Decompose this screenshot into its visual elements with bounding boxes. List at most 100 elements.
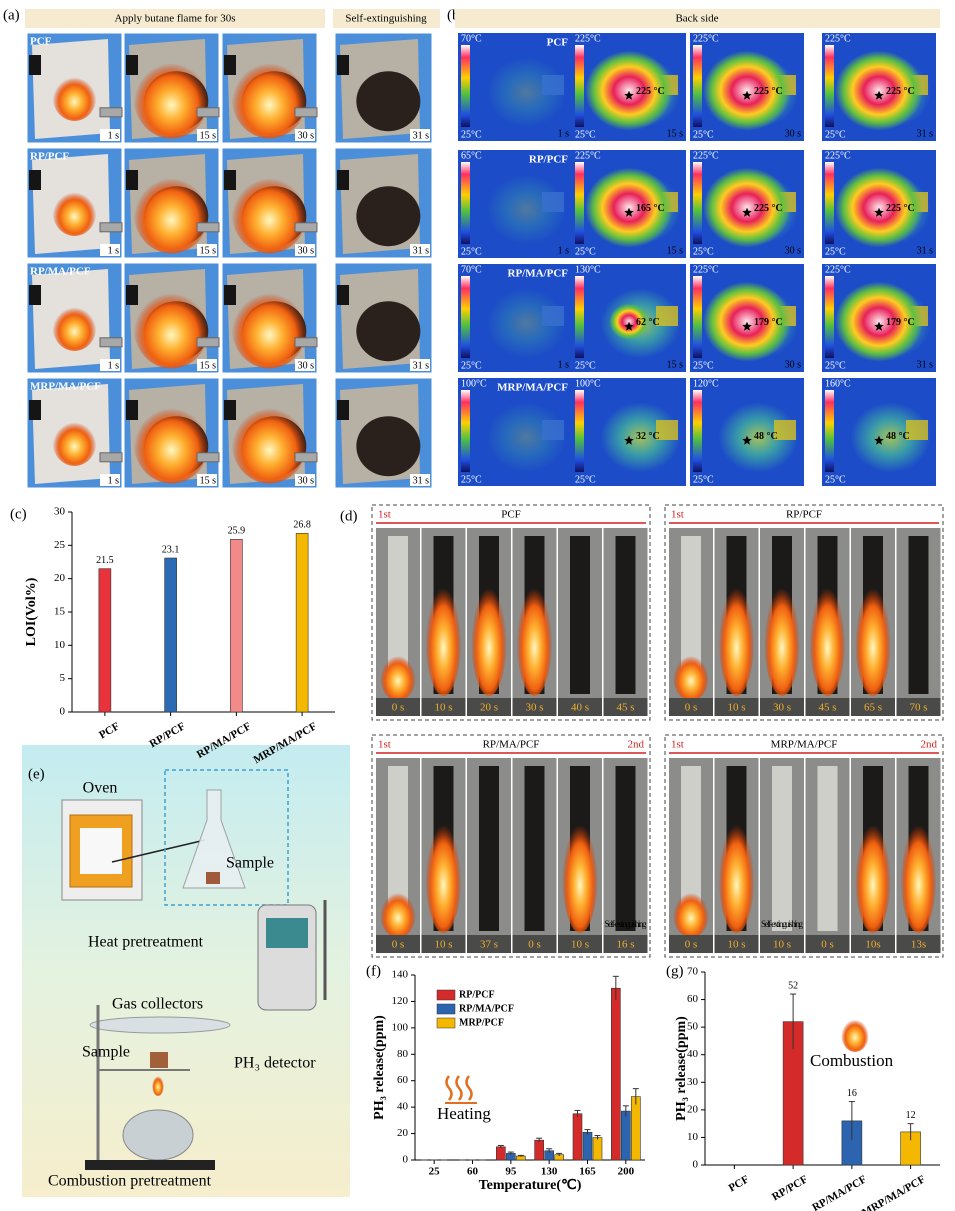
y-tick-label: 140 — [392, 969, 409, 981]
round-label: 1st — [378, 739, 391, 751]
time-label: 0 s — [392, 939, 405, 951]
time-label: 31 s — [917, 359, 934, 370]
strip-base — [851, 698, 895, 716]
time-label: 15 s — [200, 130, 217, 141]
y-tick-label: 0 — [693, 1159, 699, 1171]
strip-base — [558, 935, 602, 953]
panel-label: (a) — [3, 7, 20, 23]
star-marker — [624, 90, 634, 100]
time-box — [197, 244, 217, 256]
flame-icon — [841, 1016, 869, 1052]
spot-temperature: 225 °C — [754, 203, 783, 214]
group-frame — [371, 504, 651, 721]
color-scale — [461, 276, 470, 358]
time-label: 37 s — [480, 939, 498, 951]
clamp — [224, 400, 236, 420]
x-tick-label: PCF — [97, 720, 122, 741]
scale-max: 225°C — [575, 33, 601, 44]
strip-base — [760, 698, 804, 716]
flame — [718, 576, 755, 696]
data-label: 16 — [847, 1088, 857, 1099]
scale-max: 225°C — [693, 264, 719, 275]
scale-min: 25°C — [693, 360, 714, 371]
time-label: 31 s — [413, 130, 430, 141]
time-box — [100, 129, 120, 141]
thermal-blob — [600, 402, 681, 473]
y-tick-label: 30 — [687, 1076, 699, 1088]
group-frame — [664, 504, 944, 721]
char-area — [356, 301, 421, 362]
spot-temperature: 225 °C — [636, 86, 665, 97]
spot-temperature: 48 °C — [754, 431, 778, 442]
time-label: 0 s — [392, 702, 405, 714]
y-tick-label: 60 — [687, 993, 699, 1005]
flame — [718, 813, 755, 933]
x-axis-label: Temperature(℃) — [479, 1178, 582, 1193]
clamp — [29, 285, 41, 305]
group-frame — [664, 734, 944, 958]
scale-max: 70°C — [461, 33, 482, 44]
clamp — [337, 285, 349, 305]
clamp — [29, 170, 41, 190]
data-label: 52 — [788, 980, 798, 991]
marker-patch — [906, 420, 928, 440]
burner-pipe — [196, 222, 220, 233]
time-label: 16 s — [616, 939, 634, 951]
time-label: 30 s — [773, 702, 791, 714]
thermal-blob — [486, 174, 567, 245]
bar — [572, 1113, 583, 1161]
x-tick-label: PCF — [727, 1173, 752, 1194]
scale-min: 25°C — [575, 246, 596, 257]
zoom-box — [164, 769, 289, 906]
star-marker — [624, 207, 634, 217]
thermal-blob — [718, 402, 799, 473]
time-box — [295, 244, 315, 256]
time-label: 31 s — [413, 245, 430, 256]
burner-pipe — [196, 337, 220, 348]
text-label: Oven — [83, 780, 118, 797]
time-label: 13s — [911, 939, 926, 951]
note: Self-extinguishing — [761, 919, 804, 929]
time-label: 0 s — [528, 939, 541, 951]
flame — [764, 576, 800, 696]
group-frame — [371, 734, 651, 958]
header: Back side — [675, 13, 718, 25]
scale-min: 25°C — [575, 129, 596, 140]
strip-base — [805, 698, 850, 716]
legend-swatch — [436, 1003, 456, 1015]
x-tick-label: RP/MA/PCF — [810, 1173, 869, 1211]
x-tick-label: 60 — [467, 1166, 479, 1178]
star-marker — [742, 90, 752, 100]
thermal-blob — [486, 402, 567, 473]
star-marker — [874, 90, 884, 100]
flame — [231, 400, 308, 484]
clamp — [126, 170, 138, 190]
time-label: 70 s — [909, 702, 927, 714]
flame — [471, 576, 507, 696]
scale-min: 25°C — [575, 360, 596, 371]
y-tick-label: 120 — [392, 995, 409, 1007]
thermal-blob — [486, 57, 567, 128]
spot-temperature: 225 °C — [754, 86, 783, 97]
scale-max: 120°C — [693, 378, 719, 389]
bar — [611, 987, 621, 1161]
color-scale — [825, 276, 834, 358]
data-label: 26.8 — [293, 520, 311, 531]
strip-base — [421, 698, 466, 716]
flame — [52, 302, 97, 351]
color-scale — [575, 45, 584, 127]
clamp — [224, 55, 236, 75]
bar — [592, 1137, 603, 1161]
annotation: Heating — [437, 1104, 491, 1123]
flame — [133, 285, 210, 369]
scale-min: 25°C — [825, 129, 846, 140]
sample-strip — [615, 536, 636, 694]
sample-strip — [817, 766, 838, 931]
time-label: 30 s — [298, 360, 315, 371]
content: (a) Apply butane flame for 30s Self-exting… — [3, 7, 944, 1211]
star-marker — [624, 321, 634, 331]
scale-min: 25°C — [461, 474, 482, 485]
flame — [231, 170, 308, 254]
flame — [231, 55, 308, 139]
color-scale — [825, 162, 834, 244]
